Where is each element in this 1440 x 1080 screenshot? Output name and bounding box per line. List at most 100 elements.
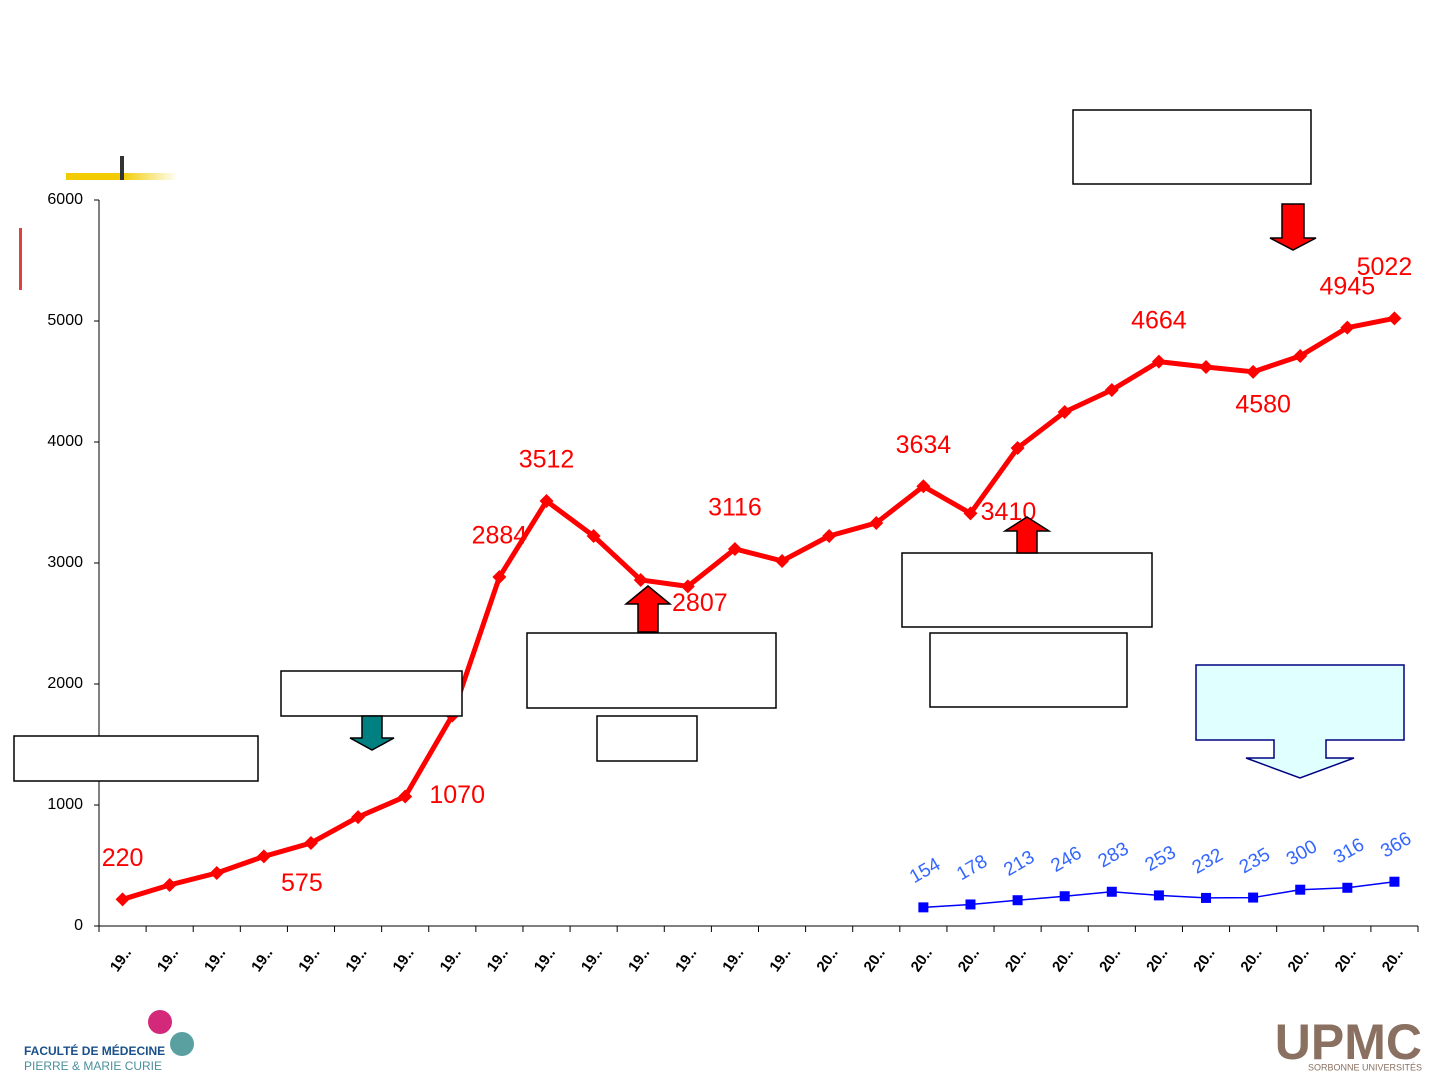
x-tick-label: 19.. — [107, 945, 135, 975]
marker — [1153, 890, 1164, 901]
y-tick-label: 2000 — [47, 675, 83, 692]
arrow-up — [623, 585, 673, 633]
marker — [256, 849, 271, 864]
marker — [1151, 354, 1166, 369]
x-tick-label: 19.. — [201, 945, 229, 975]
logo-text: PIERRE & MARIE CURIE — [24, 1059, 162, 1073]
data-label: 575 — [281, 869, 323, 897]
data-label: 235 — [1236, 844, 1274, 878]
box — [596, 715, 698, 762]
data-label: 4580 — [1235, 390, 1291, 418]
marker — [1295, 884, 1306, 895]
y-tick-label: 6000 — [47, 191, 83, 208]
marker — [303, 835, 318, 850]
data-label: 3116 — [708, 494, 762, 522]
logo-right: UPMC SORBONNE UNIVERSITÉS — [1275, 1014, 1422, 1072]
data-label: 178 — [953, 851, 991, 885]
box — [1072, 109, 1312, 185]
arrow-down — [349, 715, 395, 751]
logo-text: SORBONNE UNIVERSITÉS — [1308, 1062, 1422, 1072]
logo-icon — [148, 1010, 172, 1034]
marker — [1106, 886, 1117, 897]
data-label: 246 — [1047, 843, 1085, 877]
marker — [918, 902, 929, 913]
data-label: 253 — [1142, 842, 1180, 876]
data-label: 232 — [1189, 844, 1227, 878]
marker — [209, 866, 224, 881]
marker — [633, 572, 648, 587]
x-tick-label: 19.. — [766, 945, 794, 975]
marker — [1059, 891, 1070, 902]
box — [280, 670, 463, 717]
x-tick-label: 20.. — [1379, 945, 1407, 975]
marker — [1389, 876, 1400, 887]
box — [526, 632, 777, 709]
x-tick-label: 20.. — [1143, 945, 1171, 975]
x-tick-label: 20.. — [1002, 945, 1030, 975]
x-tick-label: 20.. — [1332, 945, 1360, 975]
y-tick-label: 0 — [74, 917, 83, 934]
marker — [1199, 359, 1214, 374]
marker — [115, 892, 130, 907]
logo-left: FACULTÉ DE MÉDECINE PIERRE & MARIE CURIE — [24, 1010, 194, 1073]
series-line — [121, 315, 1395, 902]
x-tick-label: 20.. — [813, 945, 841, 975]
data-label: 3512 — [519, 446, 575, 474]
logo-text: FACULTÉ DE MÉDECINE — [24, 1043, 165, 1058]
x-tick-label: 19.. — [719, 945, 747, 975]
marker — [1012, 895, 1023, 906]
data-label: 300 — [1283, 836, 1321, 870]
marker — [539, 494, 554, 509]
data-label: 2884 — [472, 522, 528, 550]
x-tick-label: 19.. — [295, 945, 323, 975]
x-tick-label: 19.. — [578, 945, 606, 975]
box — [929, 632, 1128, 708]
x-tick-label: 19.. — [248, 945, 276, 975]
x-tick-label: 20.. — [1190, 945, 1218, 975]
chart: 0 1000 2000 3000 4000 5000 6000 19.. 19.. 19.. 19.… — [47, 191, 1419, 975]
marker — [965, 899, 976, 910]
marker — [1340, 320, 1355, 335]
data-label: 2807 — [672, 589, 728, 617]
annotations — [13, 109, 1405, 782]
arrow-down — [1269, 203, 1317, 251]
marker — [1010, 441, 1025, 456]
data-label: 213 — [1000, 847, 1038, 881]
box — [13, 735, 259, 782]
marker — [775, 553, 790, 568]
data-label: 4945 — [1320, 272, 1376, 300]
marker — [1104, 382, 1119, 397]
x-tick-label: 19.. — [389, 945, 417, 975]
x-tick-label: 20.. — [908, 945, 936, 975]
x-tick-label: 19.. — [342, 945, 370, 975]
x-tick-label: 20.. — [1049, 945, 1077, 975]
data-label: 3634 — [896, 431, 952, 459]
decor-red — [19, 228, 22, 290]
decor-tick — [120, 156, 124, 180]
marker — [1248, 892, 1259, 903]
box — [901, 552, 1153, 628]
marker — [680, 579, 695, 594]
marker — [1342, 882, 1353, 893]
x-tick-label: 19.. — [437, 945, 465, 975]
logo-icon — [170, 1032, 194, 1056]
data-label: 154 — [906, 854, 944, 888]
marker — [963, 506, 978, 521]
marker — [351, 810, 366, 825]
arrow-up — [1002, 516, 1052, 554]
marker — [1293, 348, 1308, 363]
data-label: 4664 — [1131, 306, 1187, 334]
marker — [869, 515, 884, 530]
data-label: 366 — [1377, 828, 1415, 862]
data-label: 283 — [1095, 838, 1133, 872]
logo-text: UPMC — [1275, 1014, 1422, 1070]
y-tick-label: 3000 — [47, 554, 83, 571]
data-label: 220 — [102, 844, 144, 872]
data-label: 316 — [1330, 834, 1368, 868]
marker — [916, 479, 931, 494]
data-label: 5022 — [1357, 253, 1413, 281]
marker — [1057, 404, 1072, 419]
marker — [1246, 364, 1261, 379]
x-tick-label: 19.. — [531, 945, 559, 975]
